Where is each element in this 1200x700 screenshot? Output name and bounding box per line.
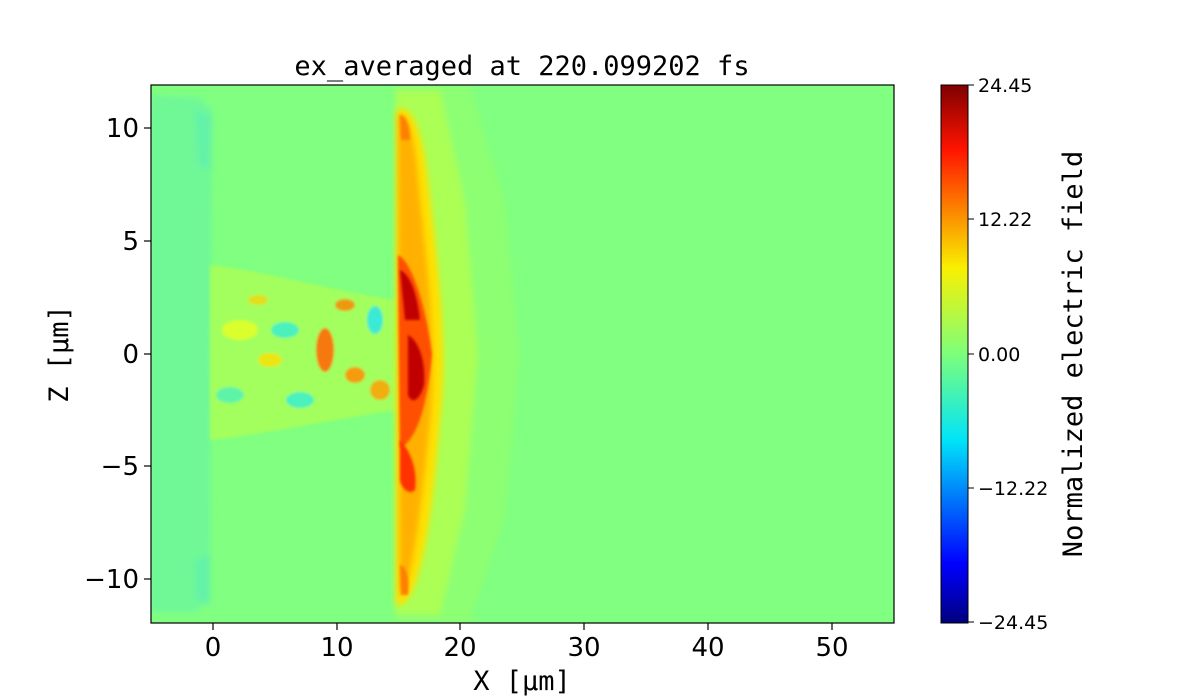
y-tick-label: 0 (122, 340, 139, 370)
x-tick: 20 (443, 623, 477, 663)
y-axis: 10 5 0 −5 −10 (84, 114, 151, 595)
shock-front (396, 108, 444, 605)
y-tick: 5 (122, 227, 151, 257)
x-tick-label: 0 (205, 633, 222, 663)
x-tick-label: 20 (443, 633, 476, 663)
colorbar-tick: −24.45 (968, 612, 1048, 634)
heatmap-plot-area (151, 85, 894, 623)
x-tick-label: 30 (567, 633, 600, 663)
x-tick: 30 (567, 623, 601, 663)
chart-title: ex_averaged at 220.099202 fs (294, 51, 749, 82)
y-tick-label: 10 (106, 114, 139, 144)
turbulent-channel (210, 265, 398, 440)
y-tick-label: −10 (84, 565, 139, 595)
colorbar: 24.45 12.22 0.00 −12.22 −24.45 Normalize… (940, 75, 1089, 634)
colorbar-tick-label: 12.22 (978, 209, 1032, 231)
x-tick-label: 40 (691, 633, 724, 663)
x-axis-label: X [μm] (473, 666, 571, 697)
colorbar-tick: 0.00 (968, 344, 1020, 366)
colorbar-tick-label: 0.00 (978, 344, 1020, 366)
colorbar-tick: 12.22 (968, 209, 1032, 231)
x-tick: 40 (691, 623, 725, 663)
colorbar-tick-label: 24.45 (978, 75, 1032, 97)
y-tick: 10 (106, 114, 151, 144)
y-tick: −10 (84, 565, 151, 595)
x-tick-label: 50 (815, 633, 848, 663)
x-tick-label: 10 (320, 633, 353, 663)
x-axis: 0 10 20 30 40 50 (205, 623, 849, 663)
colorbar-label: Normalized electric field (1058, 151, 1089, 557)
x-tick: 10 (320, 623, 354, 663)
y-axis-label: Z [μm] (44, 305, 75, 403)
left-boundary-layer (151, 95, 212, 612)
y-tick: −5 (101, 452, 151, 482)
x-tick: 50 (815, 623, 849, 663)
y-tick-label: 5 (122, 227, 139, 257)
y-tick: 0 (122, 340, 151, 370)
colorbar-tick: −12.22 (968, 478, 1048, 500)
colorbar-tick-label: −12.22 (978, 478, 1048, 500)
colorbar-gradient (941, 85, 968, 623)
colorbar-tick: 24.45 (968, 75, 1032, 97)
x-tick: 0 (205, 623, 222, 663)
colorbar-tick-label: −24.45 (978, 612, 1048, 634)
y-tick-label: −5 (101, 452, 139, 482)
